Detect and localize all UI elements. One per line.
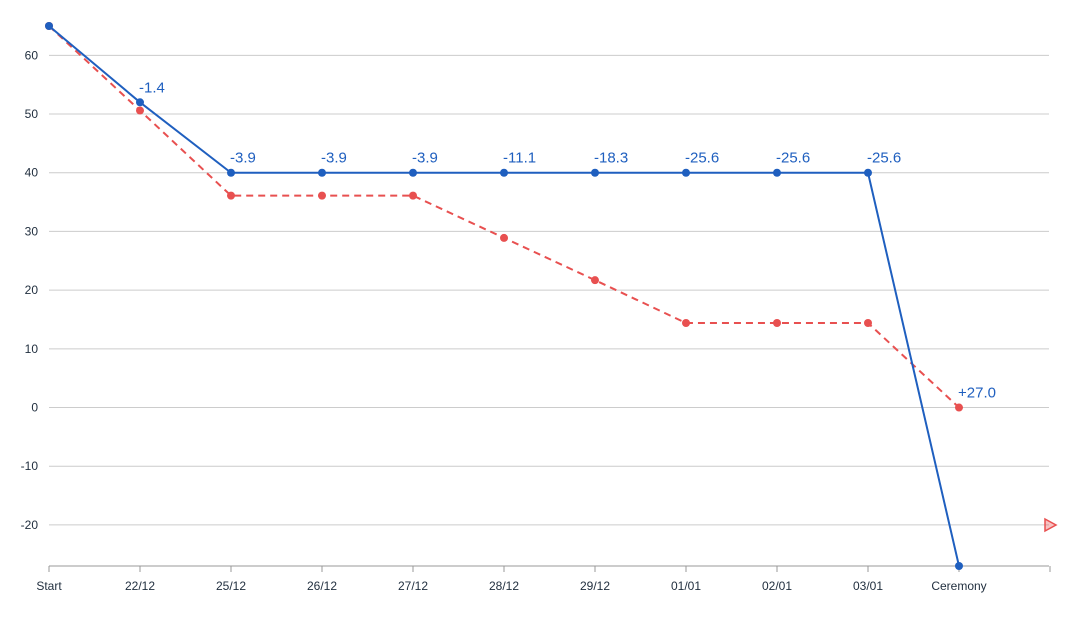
data-label: -25.6: [685, 150, 719, 167]
data-label: -11.1: [503, 150, 536, 167]
x-tick-label: 27/12: [398, 579, 428, 593]
data-point-target: [773, 319, 781, 327]
data-point-actual: [409, 168, 417, 177]
y-tick-label: 30: [25, 224, 39, 238]
data-point-actual: [227, 168, 235, 177]
data-label: -25.6: [776, 150, 810, 167]
data-point-target: [864, 319, 872, 327]
x-tick-label: 02/01: [762, 579, 792, 593]
y-tick-label: 60: [25, 48, 39, 62]
data-label: +27.0: [958, 385, 996, 402]
x-tick-label: 28/12: [489, 579, 519, 593]
data-point-target: [409, 191, 417, 200]
data-point-actual: [955, 562, 963, 570]
data-label: -25.6: [867, 150, 901, 167]
y-tick-label: -10: [21, 459, 39, 473]
data-point-actual: [773, 168, 781, 177]
x-tick-label: 29/12: [580, 579, 610, 593]
x-tick-label: 22/12: [125, 579, 155, 593]
y-tick-label: 40: [25, 166, 39, 180]
grid-layer: [49, 54, 1049, 526]
data-point-target: [682, 319, 690, 327]
data-point-target: [136, 106, 144, 115]
data-point-target: [500, 233, 508, 242]
data-point-actual: [591, 168, 599, 177]
data-label: -1.4: [139, 79, 165, 96]
data-point-actual: [318, 168, 326, 177]
data-point-actual: [136, 98, 144, 107]
axis-layer: -20 -10 0 10 20 30 40 50 60 Start 22/12 25/12 26/12 2…: [21, 48, 1051, 593]
y-tick-label: 20: [25, 283, 39, 297]
label-layer: -1.4 -3.9 -3.9 -3.9 -11.1 -18.3 -25.6 -25.6 -25.…: [139, 79, 996, 401]
x-tick-label: 25/12: [216, 579, 246, 593]
x-tick-label: 01/01: [671, 579, 701, 593]
y-tick-label: 10: [25, 342, 39, 356]
data-point-actual: [682, 168, 690, 177]
y-tick-label: 0: [31, 401, 38, 415]
data-point-target: [591, 276, 599, 285]
data-label: -3.9: [412, 150, 438, 167]
x-tick-label: 03/01: [853, 579, 883, 593]
data-point-target: [318, 191, 326, 200]
series-line-target: [48, 25, 960, 409]
series-line-actual: [48, 25, 960, 567]
x-tick-label: 26/12: [307, 579, 337, 593]
data-point-actual: [864, 168, 872, 177]
data-point-target: [227, 191, 235, 200]
x-tick-label: Ceremony: [931, 579, 986, 593]
chevron-right-icon: [1044, 517, 1058, 533]
data-label: -3.9: [321, 150, 347, 167]
data-point-actual: [500, 168, 508, 177]
data-label: -18.3: [594, 150, 628, 167]
x-tick-label: Start: [36, 579, 62, 593]
data-label: -3.9: [230, 150, 256, 167]
data-point-actual: [45, 22, 53, 30]
y-tick-label: -20: [21, 518, 39, 532]
y-tick-label: 50: [25, 107, 39, 121]
series-layer: [45, 22, 963, 570]
data-point-target: [955, 403, 963, 412]
